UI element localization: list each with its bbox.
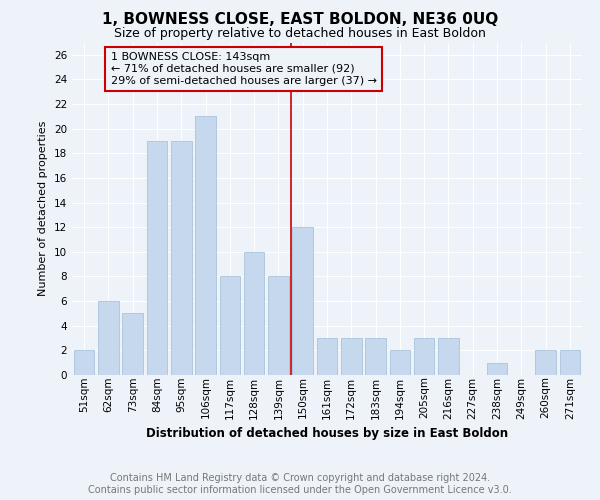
Text: 1 BOWNESS CLOSE: 143sqm
← 71% of detached houses are smaller (92)
29% of semi-de: 1 BOWNESS CLOSE: 143sqm ← 71% of detache… xyxy=(111,52,377,86)
Bar xyxy=(74,350,94,375)
Bar xyxy=(268,276,289,375)
Bar xyxy=(389,350,410,375)
Bar xyxy=(414,338,434,375)
Bar xyxy=(438,338,459,375)
X-axis label: Distribution of detached houses by size in East Boldon: Distribution of detached houses by size … xyxy=(146,427,508,440)
Bar xyxy=(146,141,167,375)
Bar xyxy=(560,350,580,375)
Bar xyxy=(487,362,508,375)
Text: Size of property relative to detached houses in East Boldon: Size of property relative to detached ho… xyxy=(114,28,486,40)
Y-axis label: Number of detached properties: Number of detached properties xyxy=(38,121,49,296)
Bar xyxy=(365,338,386,375)
Bar xyxy=(195,116,216,375)
Text: 1, BOWNESS CLOSE, EAST BOLDON, NE36 0UQ: 1, BOWNESS CLOSE, EAST BOLDON, NE36 0UQ xyxy=(102,12,498,28)
Bar xyxy=(171,141,191,375)
Bar xyxy=(244,252,265,375)
Bar xyxy=(122,314,143,375)
Bar xyxy=(292,227,313,375)
Bar xyxy=(317,338,337,375)
Text: Contains HM Land Registry data © Crown copyright and database right 2024.
Contai: Contains HM Land Registry data © Crown c… xyxy=(88,474,512,495)
Bar xyxy=(98,301,119,375)
Bar xyxy=(220,276,240,375)
Bar xyxy=(535,350,556,375)
Bar xyxy=(341,338,362,375)
